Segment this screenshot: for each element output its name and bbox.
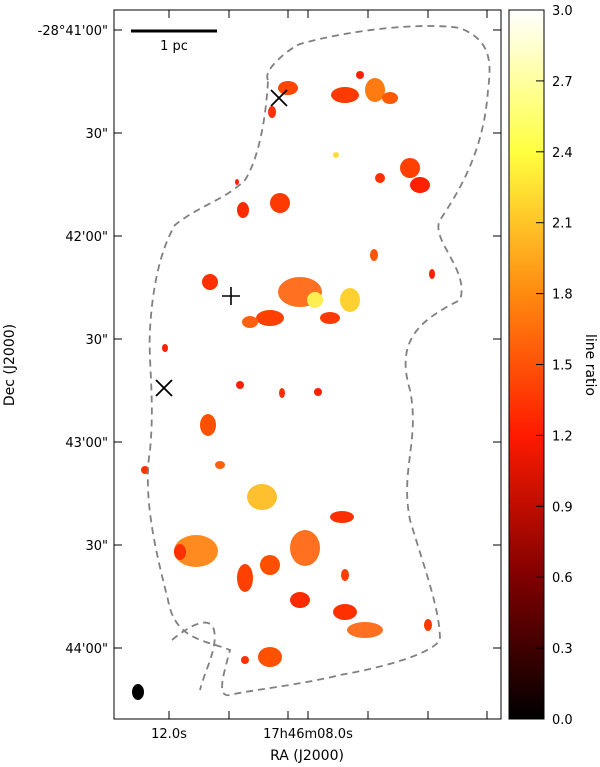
y-axis-label: Dec (J2000) <box>2 324 18 406</box>
emission-patch <box>237 202 249 218</box>
emission-patch <box>375 173 385 183</box>
colorbar-tick-label: 0.6 <box>552 571 573 586</box>
emission-patch <box>278 81 298 95</box>
x-tick-label: 17h46m08.0s <box>263 727 353 742</box>
emission-patch <box>307 292 323 308</box>
emission-patch <box>242 316 258 328</box>
y-tick-label: 30" <box>85 333 108 348</box>
emission-patch <box>347 622 383 638</box>
scalebar-label: 1 pc <box>160 39 188 54</box>
colorbar-label: line ratio <box>582 334 598 396</box>
emission-patch <box>382 92 398 104</box>
colorbar-tick-label: 0.9 <box>552 500 573 515</box>
y-tick-label: 44'00" <box>65 642 108 657</box>
colorbar-tick-label: 2.7 <box>552 75 573 90</box>
emission-patch <box>341 569 349 581</box>
emission-patch <box>290 530 320 566</box>
y-tick-label: 42'00" <box>65 230 108 245</box>
emission-patch <box>260 555 280 575</box>
emission-patch <box>330 511 354 523</box>
colorbar-tick-label: 1.8 <box>552 288 573 303</box>
emission-patch <box>256 310 284 326</box>
emission-patch <box>424 619 432 631</box>
emission-patch <box>279 388 285 398</box>
emission-map <box>141 71 435 667</box>
beam-ellipse <box>132 684 144 700</box>
emission-patch <box>174 535 218 567</box>
emission-patch <box>162 344 168 352</box>
colorbar-tick-label: 2.1 <box>552 217 573 232</box>
colorbar-tick-label: 0.0 <box>552 713 573 728</box>
emission-patch <box>365 78 385 102</box>
colorbar-tick-label: 1.5 <box>552 359 573 374</box>
colorbar-tick-label: 1.2 <box>552 429 573 444</box>
y-tick-label: 30" <box>85 127 108 142</box>
emission-patch <box>241 656 249 664</box>
emission-patch <box>202 274 218 290</box>
emission-patch <box>141 466 149 474</box>
emission-patch <box>333 152 339 158</box>
emission-patch <box>237 564 253 592</box>
colorbar-tick-label: 0.3 <box>552 642 573 657</box>
emission-patch <box>429 269 435 279</box>
y-tick-label: 30" <box>85 539 108 554</box>
emission-patch <box>247 484 277 510</box>
colorbar-tick-label: 2.4 <box>552 146 573 161</box>
emission-patch <box>356 71 364 79</box>
emission-patch <box>268 106 276 118</box>
emission-patch <box>290 592 310 608</box>
emission-patch <box>410 177 430 193</box>
x-tick-label: 12.0s <box>151 727 187 742</box>
x-axis-label: RA (J2000) <box>270 748 344 764</box>
contour-outline <box>147 25 491 696</box>
emission-patch <box>236 381 244 389</box>
emission-patch <box>270 193 290 213</box>
emission-patch <box>258 647 282 667</box>
y-axis: -28°41'00" 30" 42'00" 30" 43'00" 30" 44'00" <box>38 24 501 657</box>
emission-patch <box>340 288 360 312</box>
emission-patch <box>331 87 359 103</box>
emission-patch <box>400 158 420 178</box>
y-tick-label: -28°41'00" <box>38 24 108 39</box>
emission-patch <box>215 461 225 469</box>
x-marker <box>270 89 288 107</box>
colorbar-axis: 0.0 0.3 0.6 0.9 1.2 1.5 1.8 2.1 2.4 2.7 3.0 <box>536 4 573 728</box>
emission-patch <box>320 312 340 324</box>
emission-patch <box>333 604 357 620</box>
x-axis: 12.0s 17h46m08.0s <box>151 10 488 742</box>
plus-marker <box>222 287 240 305</box>
contour-fragment <box>171 621 216 691</box>
colorbar-tick-label: 3.0 <box>552 4 573 19</box>
emission-patch <box>314 388 322 396</box>
x-marker <box>155 379 173 397</box>
emission-patch <box>174 544 186 560</box>
emission-patch <box>235 179 239 185</box>
emission-patch <box>370 249 378 261</box>
emission-patch <box>200 414 216 436</box>
y-tick-label: 43'00" <box>65 436 108 451</box>
